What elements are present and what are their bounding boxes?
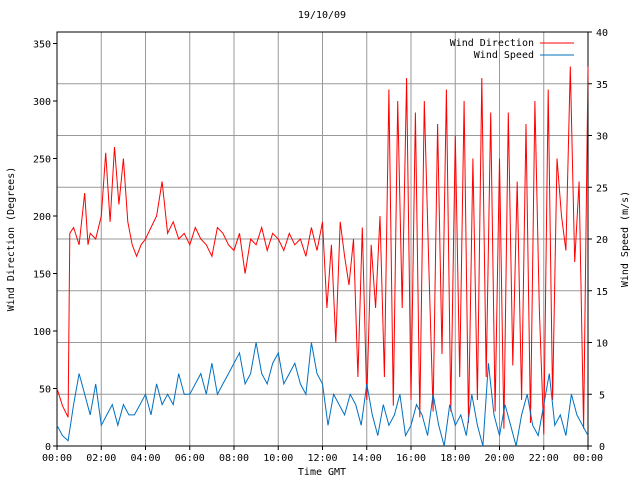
y-left-tick-label: 300 <box>33 97 51 108</box>
y-right-tick-label: 15 <box>596 287 608 298</box>
tick-layer: 00:00 02:00 04:00 06:00 08:00 10:00 12:00 14:00… <box>33 28 608 464</box>
legend: Wind Direction Wind Speed <box>450 38 574 61</box>
x-tick-label: 10:00 <box>263 453 293 464</box>
legend-label-wind-direction: Wind Direction <box>450 38 534 49</box>
y-right-tick-label: 40 <box>596 28 608 39</box>
x-tick-label: 12:00 <box>307 453 337 464</box>
y-left-tick-label: 200 <box>33 212 51 223</box>
y-left-tick-label: 50 <box>39 385 51 396</box>
y-right-tick-label: 35 <box>596 80 608 91</box>
series-line-wind-speed <box>56 342 589 447</box>
x-axis-label: Time GMT <box>298 467 346 478</box>
y-axis-right-label: Wind Speed (m/s) <box>620 191 631 287</box>
x-tick-label: 14:00 <box>352 453 382 464</box>
x-tick-label: 04:00 <box>130 453 160 464</box>
y-right-tick-label: 30 <box>596 132 608 143</box>
chart-title: 19/10/09 <box>298 10 346 21</box>
series-line-wind-direction <box>56 66 589 435</box>
x-tick-label: 08:00 <box>219 453 249 464</box>
y-right-tick-label: 20 <box>596 235 608 246</box>
x-tick-label: 00:00 <box>573 453 603 464</box>
x-tick-label: 16:00 <box>396 453 426 464</box>
x-tick-label: 00:00 <box>42 453 72 464</box>
x-tick-label: 22:00 <box>529 453 559 464</box>
y-left-tick-label: 150 <box>33 270 51 281</box>
y-left-tick-label: 350 <box>33 40 51 51</box>
y-left-tick-label: 100 <box>33 327 51 338</box>
y-axis-left-label: Wind Direction (Degrees) <box>6 167 17 312</box>
series-layer <box>56 66 589 447</box>
x-tick-label: 06:00 <box>175 453 205 464</box>
x-tick-label: 20:00 <box>484 453 514 464</box>
x-tick-label: 02:00 <box>86 453 116 464</box>
y-right-tick-label: 5 <box>599 390 605 401</box>
x-tick-label: 18:00 <box>440 453 470 464</box>
y-left-tick-label: 0 <box>45 442 51 453</box>
y-left-tick-label: 250 <box>33 155 51 166</box>
y-right-tick-label: 10 <box>596 339 608 350</box>
y-right-tick-label: 25 <box>596 183 608 194</box>
y-right-tick-label: 0 <box>599 442 605 453</box>
legend-label-wind-speed: Wind Speed <box>474 50 534 61</box>
